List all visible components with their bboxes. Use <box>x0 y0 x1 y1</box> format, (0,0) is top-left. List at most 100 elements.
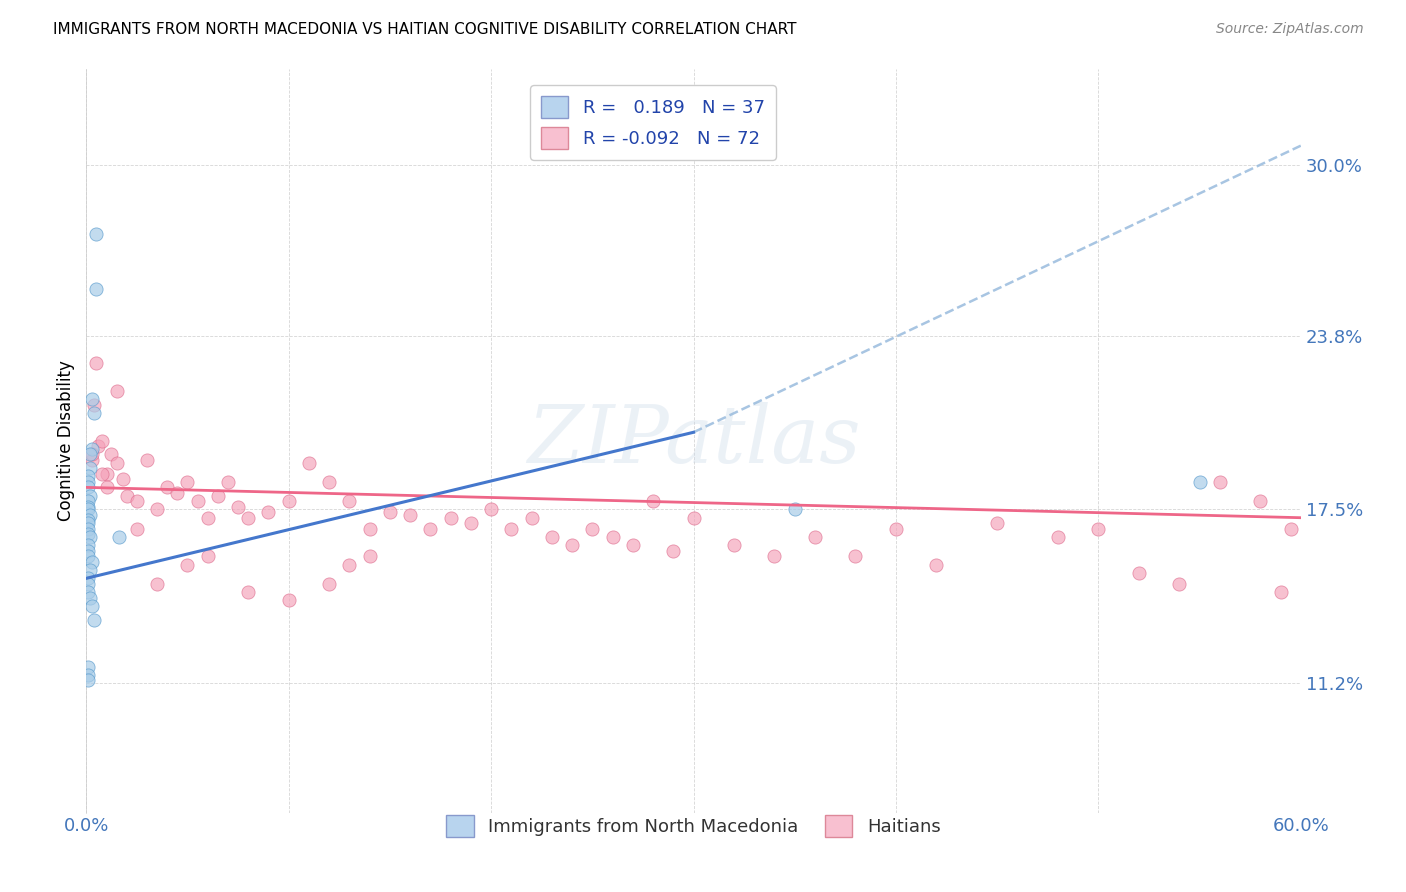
Text: Source: ZipAtlas.com: Source: ZipAtlas.com <box>1216 22 1364 37</box>
Point <box>87 439 110 453</box>
Point <box>91 467 114 481</box>
Text: ZIPatlas: ZIPatlas <box>527 401 860 479</box>
Point <box>77 585 100 599</box>
Point <box>783 502 806 516</box>
Point <box>1249 494 1271 508</box>
Point <box>77 543 100 558</box>
Point <box>105 384 128 398</box>
Point <box>166 486 188 500</box>
Point <box>77 522 100 536</box>
Point <box>238 585 260 599</box>
Point <box>540 530 562 544</box>
Point <box>79 563 101 577</box>
Point <box>176 475 198 489</box>
Point <box>359 549 381 564</box>
Point <box>602 530 624 544</box>
Point <box>77 549 100 564</box>
Point <box>115 489 138 503</box>
Text: IMMIGRANTS FROM NORTH MACEDONIA VS HAITIAN COGNITIVE DISABILITY CORRELATION CHAR: IMMIGRANTS FROM NORTH MACEDONIA VS HAITI… <box>53 22 797 37</box>
Point <box>318 577 340 591</box>
Point <box>77 571 100 585</box>
Point <box>77 527 100 541</box>
Point <box>77 577 100 591</box>
Point <box>77 513 100 527</box>
Point <box>96 467 118 481</box>
Point <box>1188 475 1211 489</box>
Point <box>91 434 114 448</box>
Point <box>77 494 100 508</box>
Point <box>77 516 100 531</box>
Point <box>86 227 108 241</box>
Point <box>339 494 361 508</box>
Y-axis label: Cognitive Disability: Cognitive Disability <box>58 360 75 521</box>
Point <box>207 489 229 503</box>
Point <box>146 502 169 516</box>
Point <box>226 500 249 514</box>
Point <box>1270 585 1292 599</box>
Point <box>125 494 148 508</box>
Point <box>581 522 603 536</box>
Point <box>77 502 100 516</box>
Point <box>1128 566 1150 580</box>
Point <box>359 522 381 536</box>
Point <box>520 510 543 524</box>
Point <box>187 494 209 508</box>
Point <box>460 516 482 531</box>
Point <box>86 356 108 370</box>
Point <box>298 456 321 470</box>
Point <box>79 508 101 522</box>
Point <box>399 508 422 522</box>
Point <box>1087 522 1109 536</box>
Point <box>125 522 148 536</box>
Point <box>1046 530 1069 544</box>
Point <box>925 558 948 572</box>
Point <box>79 447 101 461</box>
Point <box>77 667 100 681</box>
Point <box>197 510 219 524</box>
Point <box>378 505 401 519</box>
Point <box>79 461 101 475</box>
Point <box>146 577 169 591</box>
Point <box>107 530 129 544</box>
Point <box>238 510 260 524</box>
Point <box>1168 577 1191 591</box>
Point <box>77 480 100 494</box>
Point <box>763 549 786 564</box>
Point <box>501 522 523 536</box>
Point <box>804 530 827 544</box>
Point <box>277 494 299 508</box>
Point <box>479 502 502 516</box>
Point <box>136 453 159 467</box>
Point <box>641 494 664 508</box>
Point <box>82 555 104 569</box>
Point <box>82 599 104 613</box>
Point <box>1279 522 1302 536</box>
Point <box>77 500 100 514</box>
Point <box>277 593 299 607</box>
Point <box>176 558 198 572</box>
Point <box>86 282 108 296</box>
Point <box>682 510 704 524</box>
Legend: Immigrants from North Macedonia, Haitians: Immigrants from North Macedonia, Haitian… <box>439 808 948 845</box>
Point <box>82 447 104 461</box>
Point <box>82 453 104 467</box>
Point <box>105 456 128 470</box>
Point <box>83 613 105 627</box>
Point <box>197 549 219 564</box>
Point <box>77 475 100 489</box>
Point <box>100 447 122 461</box>
Point <box>77 538 100 552</box>
Point <box>419 522 441 536</box>
Point <box>82 392 104 407</box>
Point <box>318 475 340 489</box>
Point <box>79 591 101 605</box>
Point <box>1209 475 1232 489</box>
Point <box>77 659 100 673</box>
Point <box>621 538 644 552</box>
Point <box>440 510 463 524</box>
Point <box>844 549 866 564</box>
Point <box>723 538 745 552</box>
Point <box>986 516 1008 531</box>
Point <box>77 673 100 688</box>
Point <box>79 530 101 544</box>
